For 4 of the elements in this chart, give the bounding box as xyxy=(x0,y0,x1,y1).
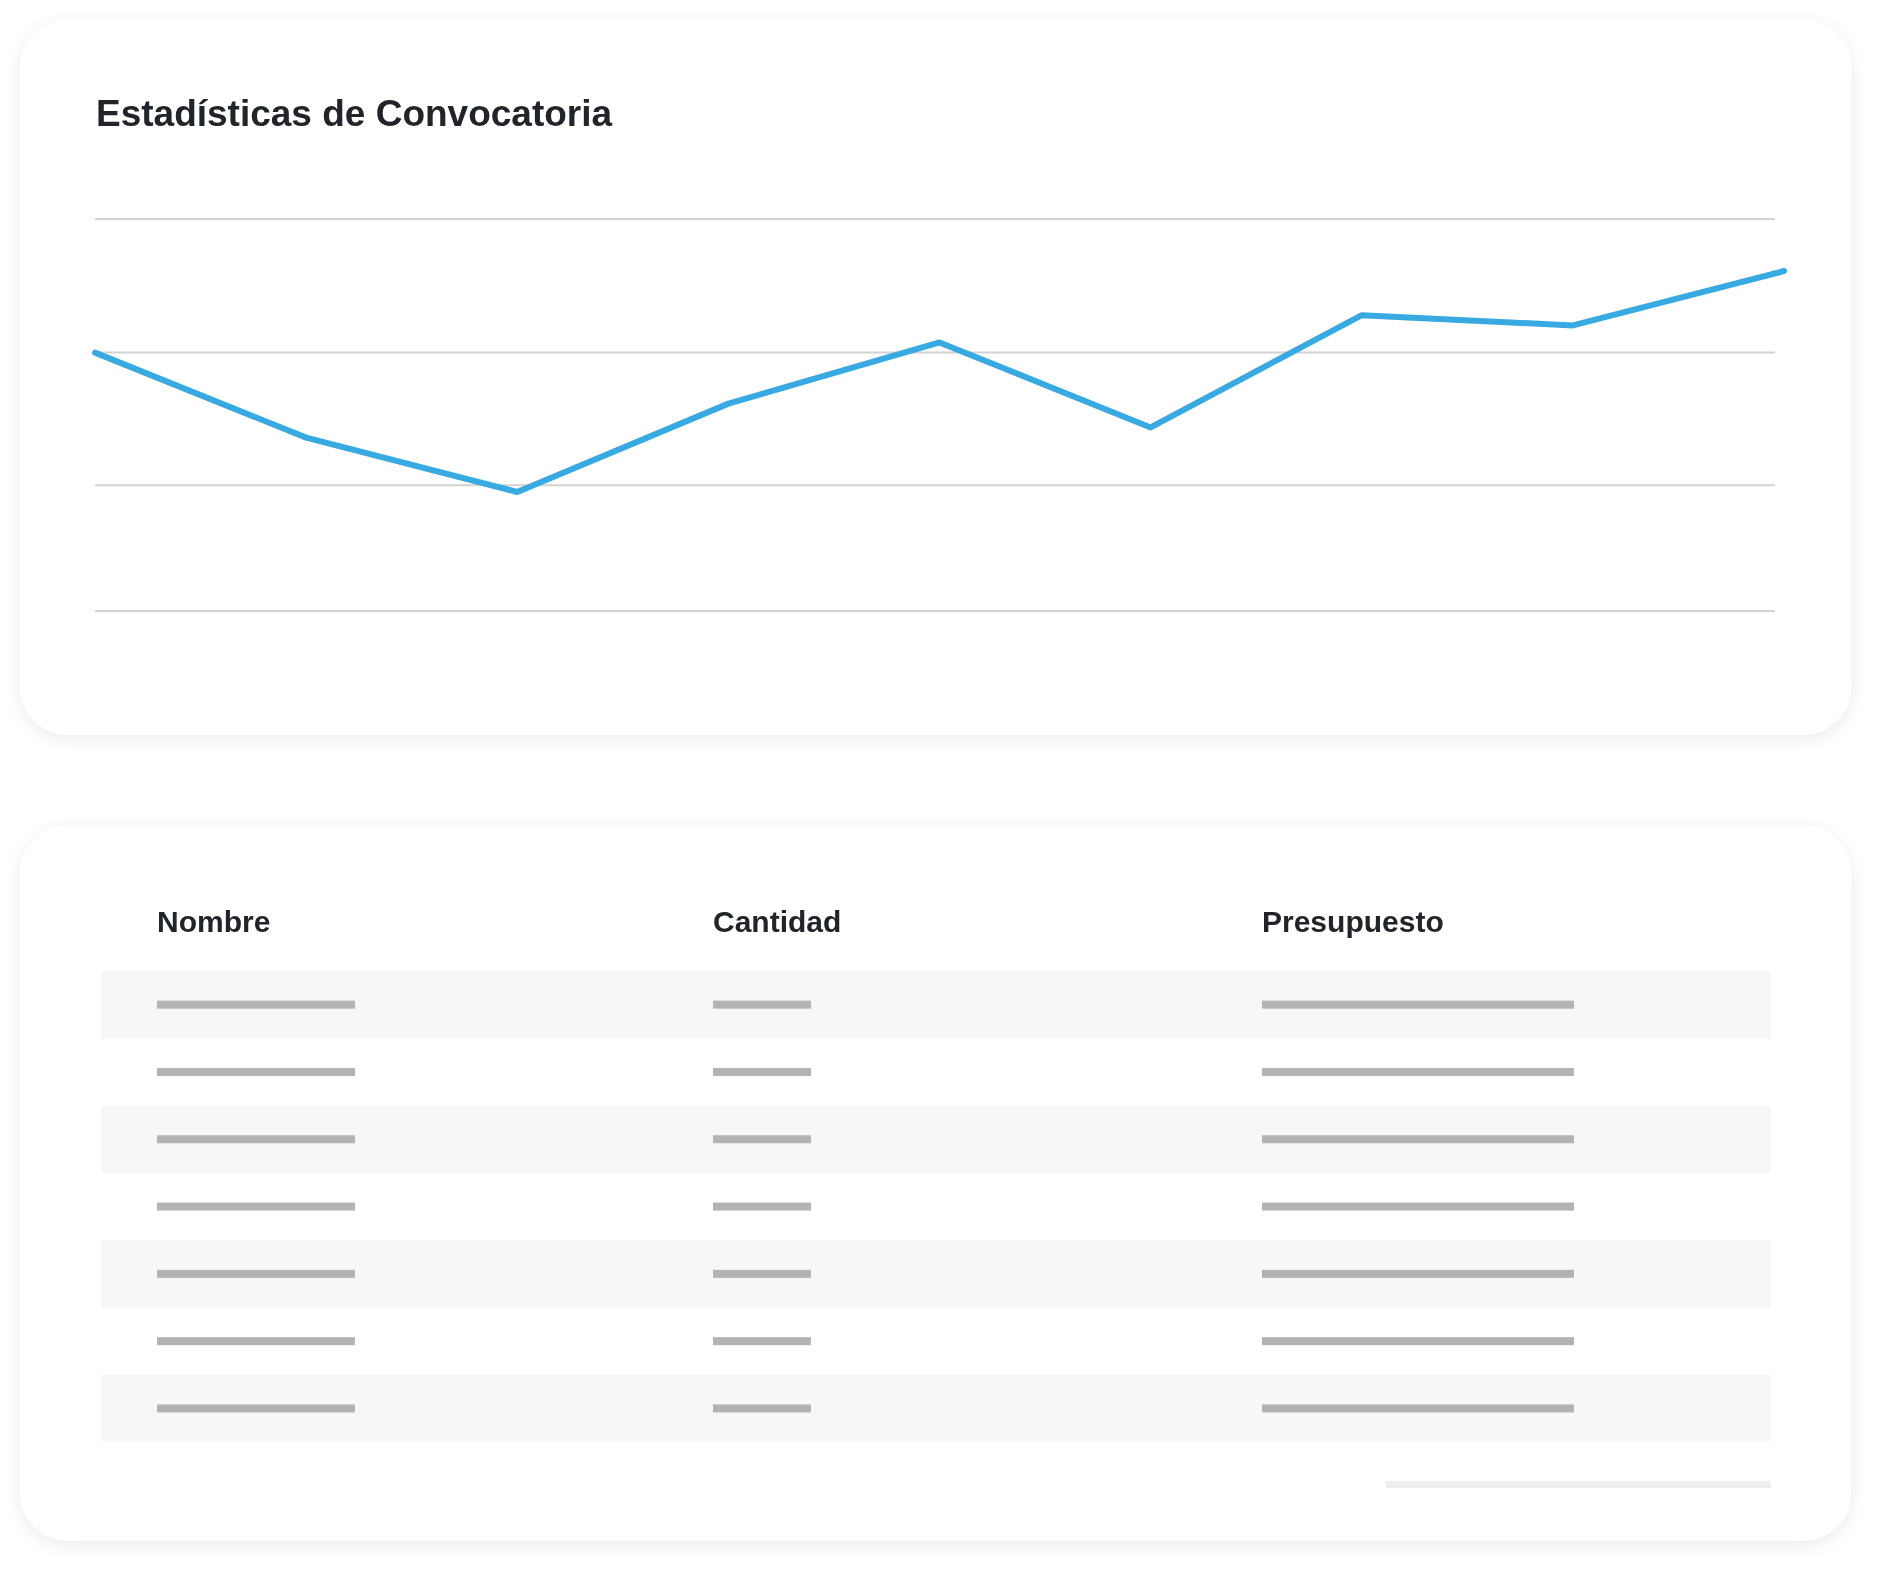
text: Nombre xyxy=(157,905,271,938)
text: Presupuesto xyxy=(1262,905,1444,938)
chart-title: Estadísticas de Convocatoria xyxy=(96,93,613,134)
text: Cantidad xyxy=(713,905,842,938)
